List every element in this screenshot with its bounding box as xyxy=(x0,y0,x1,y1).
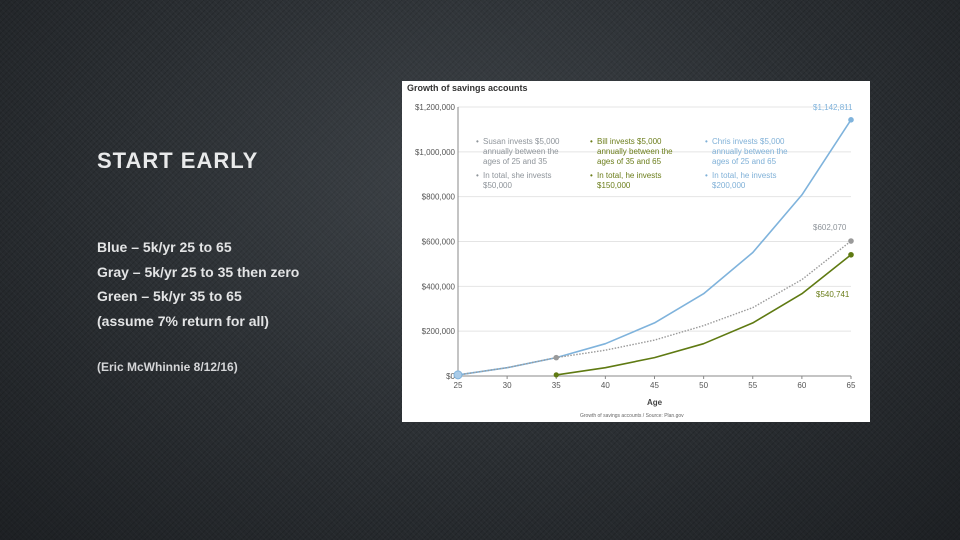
bill-note-line-2: annually between the xyxy=(597,147,673,156)
susan-end-label: $602,070 xyxy=(813,223,847,232)
chris-note-line-1: Chris invests $5,000 xyxy=(705,137,788,147)
y-tick-label: $1,000,000 xyxy=(415,148,456,157)
susan-series-line xyxy=(457,240,852,376)
susan-stop-point xyxy=(553,354,560,361)
bill-start-point xyxy=(553,372,559,378)
chris-note-line-4: In total, he invests xyxy=(705,171,788,181)
y-tick-label: $1,200,000 xyxy=(415,103,456,112)
note-line-green: Green – 5k/yr 35 to 65 xyxy=(97,288,242,304)
y-tick-label: $400,000 xyxy=(422,282,456,291)
y-tick-label: $800,000 xyxy=(422,193,456,202)
x-tick-label: 35 xyxy=(552,381,561,390)
susan-note-line-4: In total, she invests xyxy=(476,171,560,181)
y-tick-label: $0 xyxy=(446,372,455,381)
y-tick-label: $600,000 xyxy=(422,238,456,247)
chris-note: Chris invests $5,000 annually between th… xyxy=(705,137,788,191)
bill-end-point xyxy=(848,251,854,258)
note-line-assumption: (assume 7% return for all) xyxy=(97,312,269,329)
chris-note-line-2: annually between the xyxy=(712,147,788,156)
bill-series-line xyxy=(556,254,852,376)
note-line-blue: Blue – 5k/yr 25 to 65 xyxy=(97,239,232,255)
note-line-gray: Gray – 5k/yr 25 to 35 then zero xyxy=(97,263,300,280)
susan-note-line-1: Susan invests $5,000 xyxy=(476,137,560,147)
x-tick-label: 60 xyxy=(797,381,806,390)
bill-note: Bill invests $5,000 annually between the… xyxy=(590,137,673,191)
chart-source: Growth of savings accounts / Source: Pla… xyxy=(580,413,684,419)
slide-credit: (Eric McWhinnie 8/12/16) xyxy=(97,360,238,374)
bill-note-line-3: ages of 35 and 65 xyxy=(597,157,662,166)
susan-note-line-3: ages of 25 and 35 xyxy=(483,157,548,166)
chris-note-line-3: ages of 25 and 65 xyxy=(712,157,777,166)
chris-end-point xyxy=(848,117,854,123)
slide-title: START EARLY xyxy=(97,148,259,173)
bill-note-line-1: Bill invests $5,000 xyxy=(590,137,673,147)
susan-note-line-5: $50,000 xyxy=(483,181,512,190)
chart-title: Growth of savings accounts xyxy=(407,83,528,93)
chris-end-label: $1,142,811 xyxy=(813,103,853,112)
chris-start-point xyxy=(453,370,463,380)
x-tick-label: 25 xyxy=(454,381,463,390)
susan-note-line-2: annually between the xyxy=(483,147,559,156)
savings-chart: $0 $200,000 $400,000 $600,000 $800,000 $1,000… xyxy=(415,103,856,407)
chris-note-line-5: $200,000 xyxy=(712,181,746,190)
slide-notes: Blue – 5k/yr 25 to 65 Gray – 5k/yr 25 to… xyxy=(97,238,299,336)
bill-note-line-5: $150,000 xyxy=(597,181,631,190)
y-tick-label: $200,000 xyxy=(422,327,456,336)
x-tick-label: 45 xyxy=(650,381,659,390)
x-tick-label: 40 xyxy=(601,381,610,390)
susan-end-point xyxy=(848,238,854,244)
x-tick-label: 30 xyxy=(503,381,512,390)
x-tick-label: 50 xyxy=(699,381,708,390)
bill-note-line-4: In total, he invests xyxy=(590,171,673,181)
x-tick-label: 65 xyxy=(847,381,856,390)
susan-note: Susan invests $5,000 annually between th… xyxy=(476,137,560,191)
x-axis-label: Age xyxy=(647,398,663,407)
savings-chart-figure: $0 $200,000 $400,000 $600,000 $800,000 $1,000… xyxy=(402,81,870,422)
bill-end-label: $540,741 xyxy=(816,290,850,299)
x-tick-label: 55 xyxy=(748,381,757,390)
